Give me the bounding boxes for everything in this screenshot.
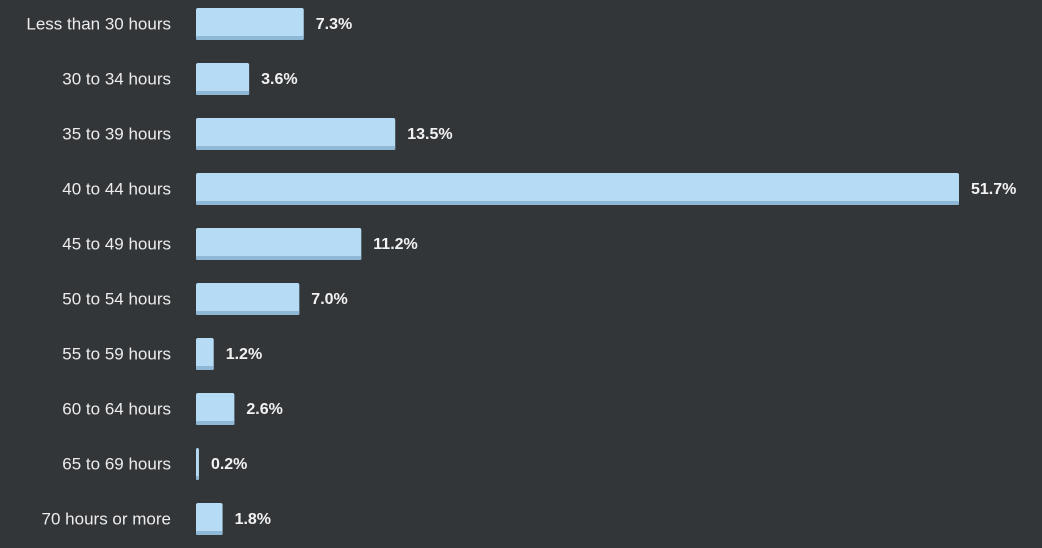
bar [196,118,396,150]
bar-shadow [196,256,362,260]
value-label: 1.2% [226,346,262,363]
bar [196,338,214,370]
value-label: 51.7% [971,181,1016,198]
category-label: 65 to 69 hours [62,454,171,473]
bar [196,173,959,205]
bar [196,228,362,260]
category-label: Less than 30 hours [26,14,171,33]
bar [196,8,304,40]
category-label: 55 to 59 hours [62,344,171,363]
value-label: 3.6% [261,71,297,88]
bar-shadow [196,476,199,480]
category-label: 60 to 64 hours [62,399,171,418]
value-label: 2.6% [246,401,282,418]
value-label: 11.2% [373,236,417,253]
value-label: 7.3% [316,16,352,33]
bar-shadow [196,36,304,40]
bar-shadow [196,531,223,535]
bar-shadow [196,146,396,150]
value-label: 0.2% [211,456,247,473]
value-label: 13.5% [407,126,452,143]
category-label: 45 to 49 hours [62,234,171,253]
bar [196,393,235,425]
value-label: 7.0% [311,291,347,308]
bar [196,283,300,315]
bar [196,63,250,95]
value-label: 1.8% [235,511,271,528]
category-label: 50 to 54 hours [62,289,171,308]
category-label: 30 to 34 hours [62,69,171,88]
bar-shadow [196,366,214,370]
category-label: 40 to 44 hours [62,179,171,198]
bar [196,448,199,480]
bar-shadow [196,91,250,95]
category-label: 35 to 39 hours [62,124,171,143]
bar-shadow [196,201,959,205]
category-label: 70 hours or more [42,509,171,528]
bar-shadow [196,311,300,315]
bar-shadow [196,421,235,425]
bar [196,503,223,535]
